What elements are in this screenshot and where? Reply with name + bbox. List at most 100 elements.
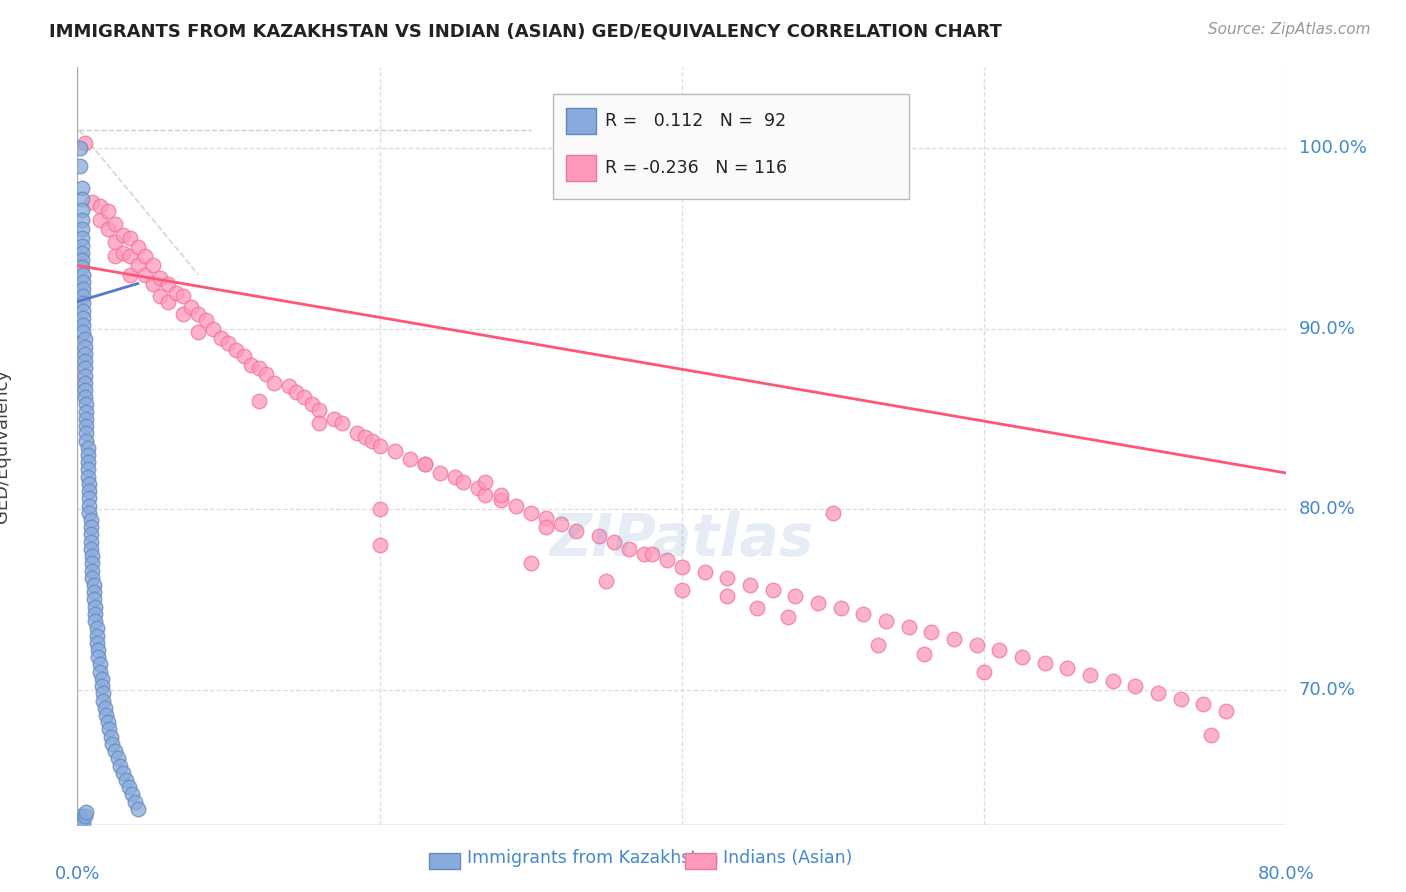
Point <box>474 488 496 502</box>
Point <box>111 227 134 242</box>
Point <box>807 596 830 610</box>
Point <box>114 772 136 787</box>
Point <box>87 643 110 657</box>
Point <box>111 245 134 260</box>
Point <box>75 412 97 426</box>
Point <box>70 202 93 217</box>
Bar <box>565 109 596 134</box>
Point <box>79 506 101 520</box>
Point <box>120 231 142 245</box>
Point <box>134 268 156 282</box>
Point <box>120 268 142 282</box>
Point <box>70 253 93 268</box>
Point <box>172 289 194 303</box>
Text: 70.0%: 70.0% <box>1299 681 1355 698</box>
Point <box>121 788 143 802</box>
Point <box>89 199 111 213</box>
Point <box>368 439 391 453</box>
Point <box>240 358 263 372</box>
Point <box>80 520 103 534</box>
Point <box>301 397 323 411</box>
Point <box>330 416 353 430</box>
Point <box>100 730 122 744</box>
Text: R =   0.112   N =  92: R = 0.112 N = 92 <box>605 112 786 130</box>
Point <box>209 331 232 345</box>
Point <box>72 289 94 303</box>
Point <box>1147 686 1170 700</box>
Point <box>1170 691 1192 706</box>
Point <box>534 511 557 525</box>
Text: IMMIGRANTS FROM KAZAKHSTAN VS INDIAN (ASIAN) GED/EQUIVALENCY CORRELATION CHART: IMMIGRANTS FROM KAZAKHSTAN VS INDIAN (AS… <box>49 22 1002 40</box>
Point <box>73 368 96 383</box>
Point <box>172 307 194 321</box>
Point <box>69 159 91 173</box>
Point <box>77 441 100 455</box>
Point <box>82 571 104 585</box>
Point <box>72 303 94 318</box>
Point <box>70 192 93 206</box>
Point <box>180 300 202 314</box>
Text: Indians (Asian): Indians (Asian) <box>723 849 852 867</box>
Point <box>73 809 96 823</box>
Point <box>353 430 375 444</box>
Point <box>247 393 270 408</box>
Point <box>187 325 209 339</box>
Point <box>86 621 108 635</box>
Point <box>1192 697 1215 711</box>
Point <box>77 469 100 483</box>
Point <box>127 240 149 254</box>
Point <box>346 426 368 441</box>
Point <box>72 816 94 830</box>
Point <box>70 238 93 252</box>
Point <box>104 217 127 231</box>
Point <box>165 285 187 300</box>
Point <box>91 686 114 700</box>
Point <box>467 481 489 495</box>
Point <box>96 222 118 236</box>
Point <box>1011 650 1033 665</box>
Point <box>75 397 97 411</box>
Point <box>127 802 149 816</box>
Point <box>118 780 141 795</box>
Point <box>897 619 920 633</box>
Point <box>194 312 217 326</box>
Point <box>86 636 108 650</box>
Text: Immigrants from Kazakhstan: Immigrants from Kazakhstan <box>467 849 718 867</box>
Point <box>120 250 142 264</box>
Point <box>747 601 769 615</box>
Point <box>285 384 308 399</box>
Point <box>108 758 131 772</box>
Point <box>127 259 149 273</box>
Point <box>89 657 111 672</box>
Point <box>73 136 96 150</box>
Point <box>308 403 330 417</box>
Point <box>75 805 97 820</box>
Point <box>70 222 93 236</box>
Point <box>84 599 107 614</box>
Point <box>323 412 346 426</box>
Point <box>83 578 105 592</box>
Point <box>77 448 100 462</box>
Point <box>80 513 103 527</box>
Point <box>716 571 738 585</box>
Point <box>84 614 107 628</box>
Point <box>82 549 104 563</box>
Point <box>72 325 94 339</box>
Point <box>80 527 103 541</box>
Point <box>641 547 664 561</box>
Point <box>489 488 512 502</box>
Point <box>98 723 121 737</box>
Point <box>91 693 114 707</box>
Point <box>361 434 384 448</box>
Point <box>101 737 124 751</box>
Point <box>1101 673 1123 688</box>
Point <box>70 813 93 827</box>
Point <box>368 538 391 552</box>
Point <box>75 405 97 419</box>
Text: R = -0.236   N = 116: R = -0.236 N = 116 <box>605 159 787 177</box>
Point <box>72 282 94 296</box>
Point <box>821 506 844 520</box>
Point <box>157 277 180 291</box>
Point <box>73 354 96 368</box>
Point <box>70 213 93 227</box>
